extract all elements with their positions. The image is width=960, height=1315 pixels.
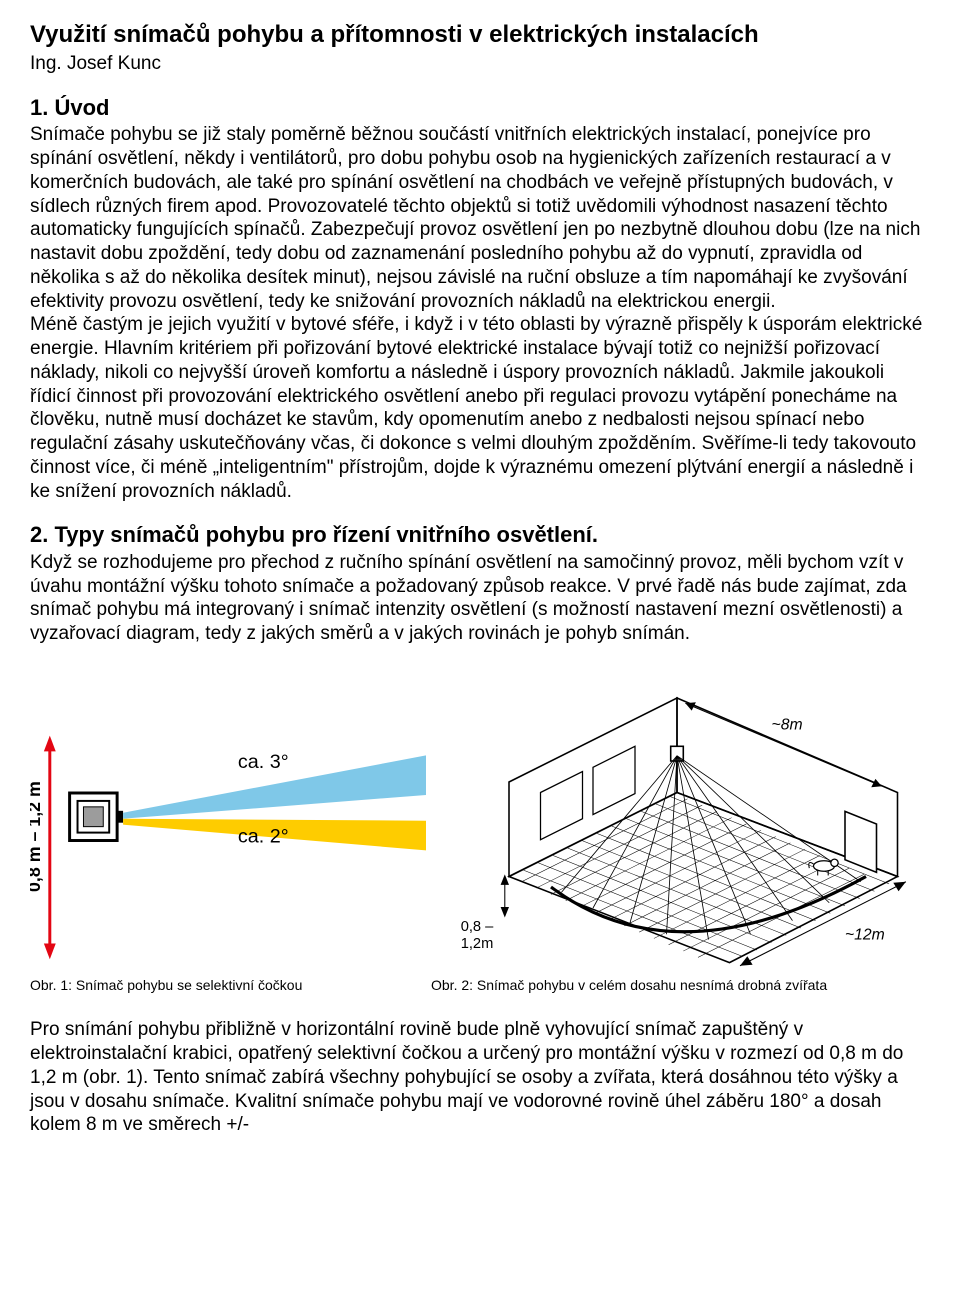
section-1-body: Snímače pohybu se již staly poměrně běžn… xyxy=(30,123,930,503)
section-3-body: Pro snímání pohybu přibližně v horizontá… xyxy=(30,1018,930,1137)
figure-2: ~8m ~12m 0,8 – 1,2m xyxy=(446,656,950,971)
figure-2-caption: Obr. 2: Snímač pohybu v celém dosahu nes… xyxy=(431,977,935,995)
fig1-y-label: 0,8 m – 1,2 m xyxy=(30,781,44,892)
figures-row: 0,8 m – 1,2 m ca. 3° ca. 2° xyxy=(30,656,930,971)
section-2-heading: 2. Typy snímačů pohybu pro řízení vnitřn… xyxy=(30,521,930,549)
section-1-heading: 1. Úvod xyxy=(30,94,930,122)
figure-1-caption: Obr. 1: Snímač pohybu se selektivní čočk… xyxy=(30,977,426,995)
fig1-label-bottom: ca. 2° xyxy=(238,825,289,847)
document-title: Využití snímačů pohybu a přítomnosti v e… xyxy=(30,20,930,50)
svg-text:1,2m: 1,2m xyxy=(461,936,494,952)
fig1-label-top: ca. 3° xyxy=(238,751,289,773)
document-author: Ing. Josef Kunc xyxy=(30,52,930,76)
fig2-label-12m: ~12m xyxy=(845,926,885,943)
svg-text:0,8 –: 0,8 – xyxy=(461,919,494,935)
figure-1: 0,8 m – 1,2 m ca. 3° ca. 2° xyxy=(30,694,426,971)
fig2-label-8m: ~8m xyxy=(772,716,803,733)
section-2-body: Když se rozhodujeme pro přechod z ručníh… xyxy=(30,551,930,646)
